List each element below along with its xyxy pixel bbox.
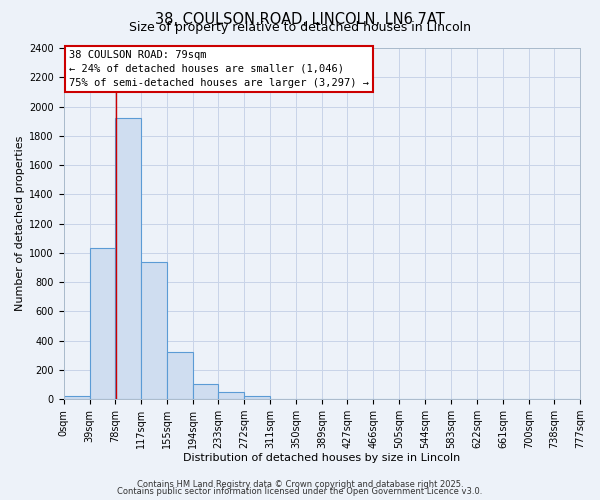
- Bar: [142, 262, 167, 399]
- Text: Size of property relative to detached houses in Lincoln: Size of property relative to detached ho…: [129, 22, 471, 35]
- Bar: [193, 384, 218, 399]
- Text: 38, COULSON ROAD, LINCOLN, LN6 7AT: 38, COULSON ROAD, LINCOLN, LN6 7AT: [155, 12, 445, 26]
- Text: 38 COULSON ROAD: 79sqm
← 24% of detached houses are smaller (1,046)
75% of semi-: 38 COULSON ROAD: 79sqm ← 24% of detached…: [69, 50, 369, 88]
- Bar: [218, 392, 244, 399]
- Y-axis label: Number of detached properties: Number of detached properties: [15, 136, 25, 311]
- Bar: [64, 396, 89, 399]
- Bar: [244, 396, 271, 399]
- Text: Contains public sector information licensed under the Open Government Licence v3: Contains public sector information licen…: [118, 487, 482, 496]
- Bar: [167, 352, 193, 399]
- Bar: [115, 118, 142, 399]
- Bar: [89, 248, 115, 399]
- X-axis label: Distribution of detached houses by size in Lincoln: Distribution of detached houses by size …: [183, 452, 460, 462]
- Text: Contains HM Land Registry data © Crown copyright and database right 2025.: Contains HM Land Registry data © Crown c…: [137, 480, 463, 489]
